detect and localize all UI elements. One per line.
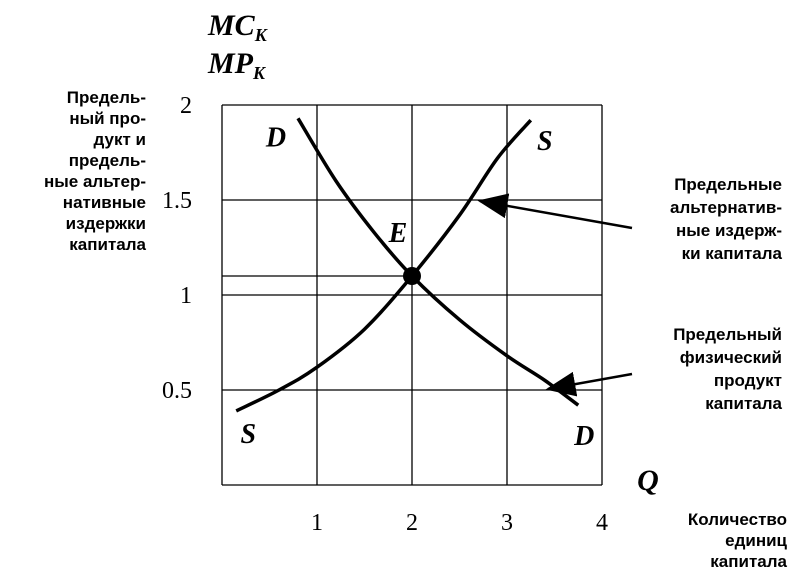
- x-tick-label: 4: [596, 510, 608, 536]
- curve-label: D: [573, 421, 594, 452]
- x-axis-label: Q: [637, 464, 659, 497]
- y-tick-label: 2: [180, 93, 192, 119]
- x-axis-description: Количество: [688, 510, 787, 529]
- curve-label: S: [240, 419, 256, 450]
- annotation: ки капитала: [682, 244, 783, 263]
- point-label: E: [388, 218, 408, 249]
- y-axis-label-main: MC: [207, 9, 256, 42]
- y-axis-label: MCK: [207, 9, 269, 45]
- equilibrium-point: [403, 267, 421, 285]
- y-axis-label-sub: K: [254, 25, 269, 45]
- annotation: Предельные: [674, 175, 782, 194]
- y-axis-description: дукт и: [94, 130, 146, 149]
- annotation: Предельный: [673, 325, 782, 344]
- curve-label: D: [265, 122, 286, 153]
- arrow: [477, 193, 633, 230]
- y-tick-label: 1: [180, 283, 192, 309]
- y-axis-description: ные альтер-: [44, 172, 146, 191]
- y-axis-description: капитала: [69, 235, 146, 254]
- curve-label: S: [537, 126, 553, 157]
- annotation: продукт: [714, 371, 782, 390]
- x-axis-description: капитала: [710, 552, 787, 571]
- x-axis-description: единиц: [725, 531, 787, 550]
- annotation: альтернатив-: [670, 198, 782, 217]
- x-tick-label: 3: [501, 510, 513, 536]
- y-axis-description: ный про-: [69, 109, 146, 128]
- annotation: физический: [680, 348, 782, 367]
- x-tick-label: 1: [311, 510, 323, 536]
- y-tick-label: 0.5: [162, 378, 192, 404]
- y-axis-description: предель-: [69, 151, 146, 170]
- y-axis-label-sub: K: [252, 63, 267, 83]
- y-axis-label-main: MP: [207, 47, 254, 80]
- y-axis-description: Предель-: [67, 88, 146, 107]
- y-axis-description: издержки: [66, 214, 146, 233]
- y-axis-description: нативные: [63, 193, 146, 212]
- curve: [296, 117, 580, 407]
- y-tick-label: 1.5: [162, 188, 192, 214]
- annotation: капитала: [705, 394, 782, 413]
- curve: [235, 119, 533, 413]
- x-tick-label: 2: [406, 510, 418, 536]
- y-axis-label: MPK: [207, 47, 267, 83]
- arrow: [545, 371, 633, 397]
- annotation: ные издерж-: [676, 221, 782, 240]
